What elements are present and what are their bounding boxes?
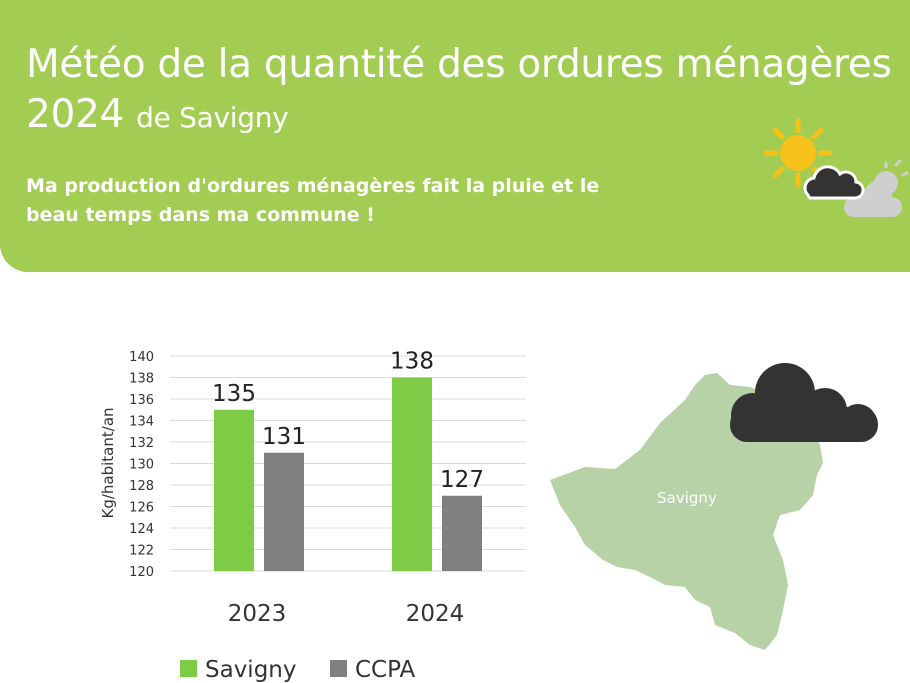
savigny-map-shape [550,373,823,650]
bar-savigny-2023 [214,409,254,571]
title-line1: Météo de la quantité des ordures ménagèr… [26,42,892,87]
x-axis-categories: 2023 2024 [228,601,465,627]
subtitle-line1: Ma production d'ordures ménagères fait l… [26,175,600,197]
commune-map: Savigny [550,363,878,650]
title-suffix: de Savigny [136,101,289,134]
legend-swatch-ccpa [330,660,347,677]
title-year: 2024 [26,92,125,137]
data-label: 138 [390,349,434,375]
chart-bars [214,377,482,571]
legend-swatch-savigny [180,660,197,677]
sun-behind-clouds-icon [763,118,909,217]
y-tick-label: 128 [129,479,154,494]
page-title: Météo de la quantité des ordures ménagèr… [26,40,892,143]
header-banner: Météo de la quantité des ordures ménagèr… [0,0,910,272]
y-tick-label: 132 [129,436,154,451]
x-category-label: 2023 [228,601,287,627]
y-tick-label: 126 [129,501,154,516]
legend-label-ccpa: CCPA [355,657,416,683]
bar-ccpa-2024 [442,495,482,571]
legend-label-savigny: Savigny [205,657,296,683]
page-subtitle: Ma production d'ordures ménagères fait l… [26,172,666,230]
bar-chart: 120 122 124 126 128 130 132 134 136 138 140 135131… [99,349,526,683]
bar-savigny-2024 [392,377,432,571]
dark-cloud-icon [730,363,878,442]
subtitle-line2: beau temps dans ma commune ! [26,204,375,226]
x-category-label: 2024 [406,601,465,627]
y-tick-label: 140 [129,350,154,365]
chart-legend: Savigny CCPA [180,657,416,683]
y-axis-ticks: 120 122 124 126 128 130 132 134 136 138 140 [129,350,154,580]
y-tick-label: 136 [129,393,154,408]
data-label: 131 [262,424,306,450]
y-axis-label: Kg/habitant/an [99,407,117,518]
y-tick-label: 138 [129,372,154,387]
y-tick-label: 120 [129,565,154,580]
bar-ccpa-2023 [264,452,304,571]
y-tick-label: 122 [129,544,154,559]
y-tick-label: 124 [129,522,154,537]
data-label: 127 [440,467,484,493]
commune-label: Savigny [657,489,717,507]
y-tick-label: 130 [129,458,154,473]
y-tick-label: 134 [129,415,154,430]
data-label: 135 [212,381,256,407]
